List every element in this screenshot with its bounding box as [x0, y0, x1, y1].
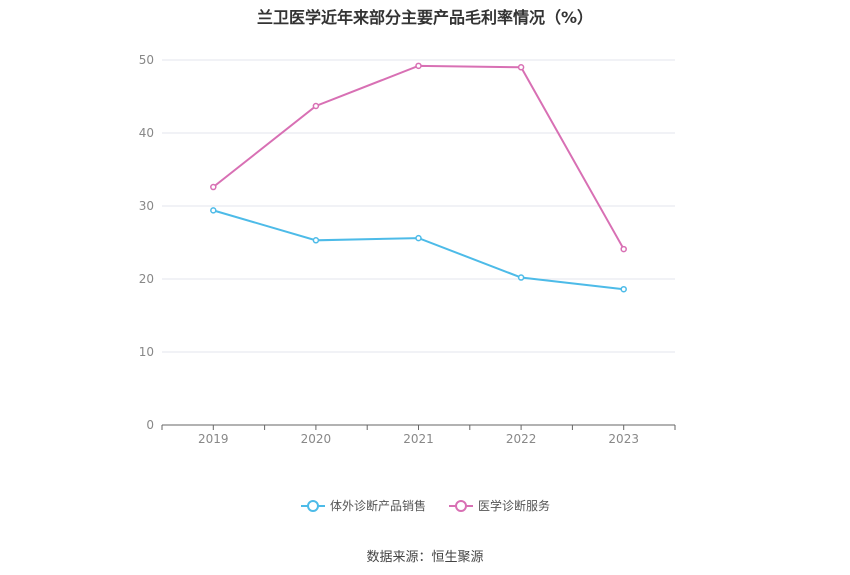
grid-lines [162, 59, 675, 353]
x-tick-label: 2021 [403, 432, 434, 446]
data-point [312, 102, 320, 110]
y-tick-label: 10 [139, 345, 154, 359]
legend-symbol-icon [449, 499, 473, 512]
series-lines [210, 62, 627, 293]
data-point [517, 64, 525, 71]
data-point [620, 285, 627, 293]
legend-item-1[interactable]: 体外诊断产品销售 [300, 497, 426, 514]
y-tick-label: 40 [139, 126, 154, 140]
legend: 体外诊断产品销售 医学诊断服务 [0, 497, 850, 514]
data-point [517, 274, 525, 281]
data-point [210, 183, 217, 191]
legend-label: 体外诊断产品销售 [329, 499, 426, 513]
legend-item-2[interactable]: 医学诊断服务 [448, 497, 550, 514]
y-tick-label: 50 [139, 53, 154, 67]
series-line-1 [213, 209, 624, 291]
data-point [620, 245, 627, 253]
legend-symbol-icon [300, 499, 325, 512]
data-point [415, 234, 422, 242]
x-tick-label: 2023 [608, 432, 639, 446]
y-tick-label: 0 [146, 418, 154, 432]
x-tick-label: 2022 [506, 432, 537, 446]
y-tick-label: 30 [139, 199, 154, 213]
data-point [312, 237, 320, 244]
chart-title: 兰卫医学近年来部分主要产品毛利率情况（%） [256, 8, 594, 27]
source-note: 数据来源：恒生聚源 [366, 550, 484, 565]
legend-label: 医学诊断服务 [478, 499, 551, 513]
y-tick-label: 20 [139, 272, 154, 286]
axes: 0 10 20 30 40 50 2019 2020 2021 2022 2023 [139, 53, 676, 446]
x-tick-label: 2020 [301, 432, 332, 446]
x-tick-label: 2019 [198, 432, 229, 446]
data-point [210, 207, 217, 214]
series-line-2 [212, 64, 625, 250]
data-point [415, 62, 422, 70]
